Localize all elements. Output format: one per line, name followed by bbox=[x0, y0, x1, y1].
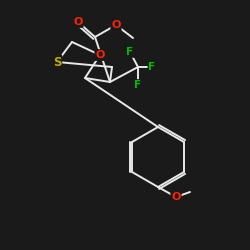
Text: F: F bbox=[126, 47, 134, 57]
Text: O: O bbox=[111, 20, 121, 30]
Text: F: F bbox=[148, 62, 156, 72]
Text: F: F bbox=[134, 80, 141, 90]
Text: S: S bbox=[53, 56, 61, 68]
Text: O: O bbox=[73, 17, 83, 27]
Text: O: O bbox=[95, 50, 105, 60]
Text: O: O bbox=[171, 192, 181, 202]
